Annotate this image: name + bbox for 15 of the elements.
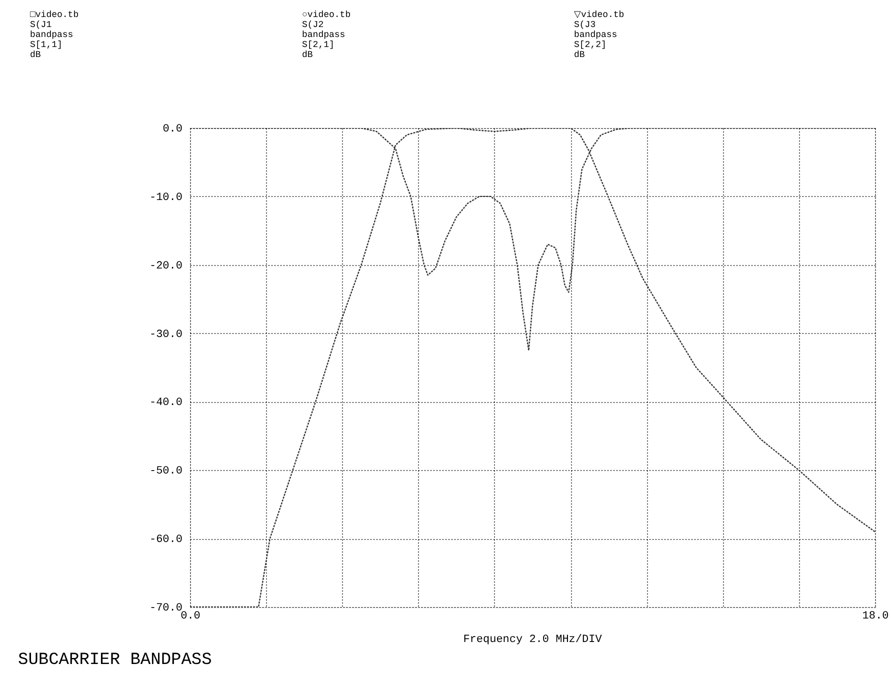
y-tick-label: -60.0 xyxy=(149,534,182,546)
text: SUBCARRIER BANDPASS xyxy=(18,651,212,670)
y-tick-label: 0.0 xyxy=(162,124,182,136)
text: ▽video.tb S(J3 bandpass S[2,2] dB xyxy=(574,10,624,60)
y-tick-label: -20.0 xyxy=(149,260,182,272)
y-tick-label: -50.0 xyxy=(149,466,182,478)
line-series xyxy=(190,128,875,607)
x-axis-title: Frequency 2.0 MHz/DIV xyxy=(463,634,602,646)
y-tick-label: -10.0 xyxy=(149,192,182,204)
text: ○video.tb S(J2 bandpass S[2,1] dB xyxy=(302,10,351,60)
y-tick-label: -30.0 xyxy=(149,328,182,341)
y-tick-label: -40.0 xyxy=(149,397,182,410)
text: □video.tb S(J1 bandpass S[1,1] dB xyxy=(30,10,79,60)
x-tick-label: 18.0 xyxy=(862,610,889,622)
y-tick-label: -70.0 xyxy=(149,602,182,614)
